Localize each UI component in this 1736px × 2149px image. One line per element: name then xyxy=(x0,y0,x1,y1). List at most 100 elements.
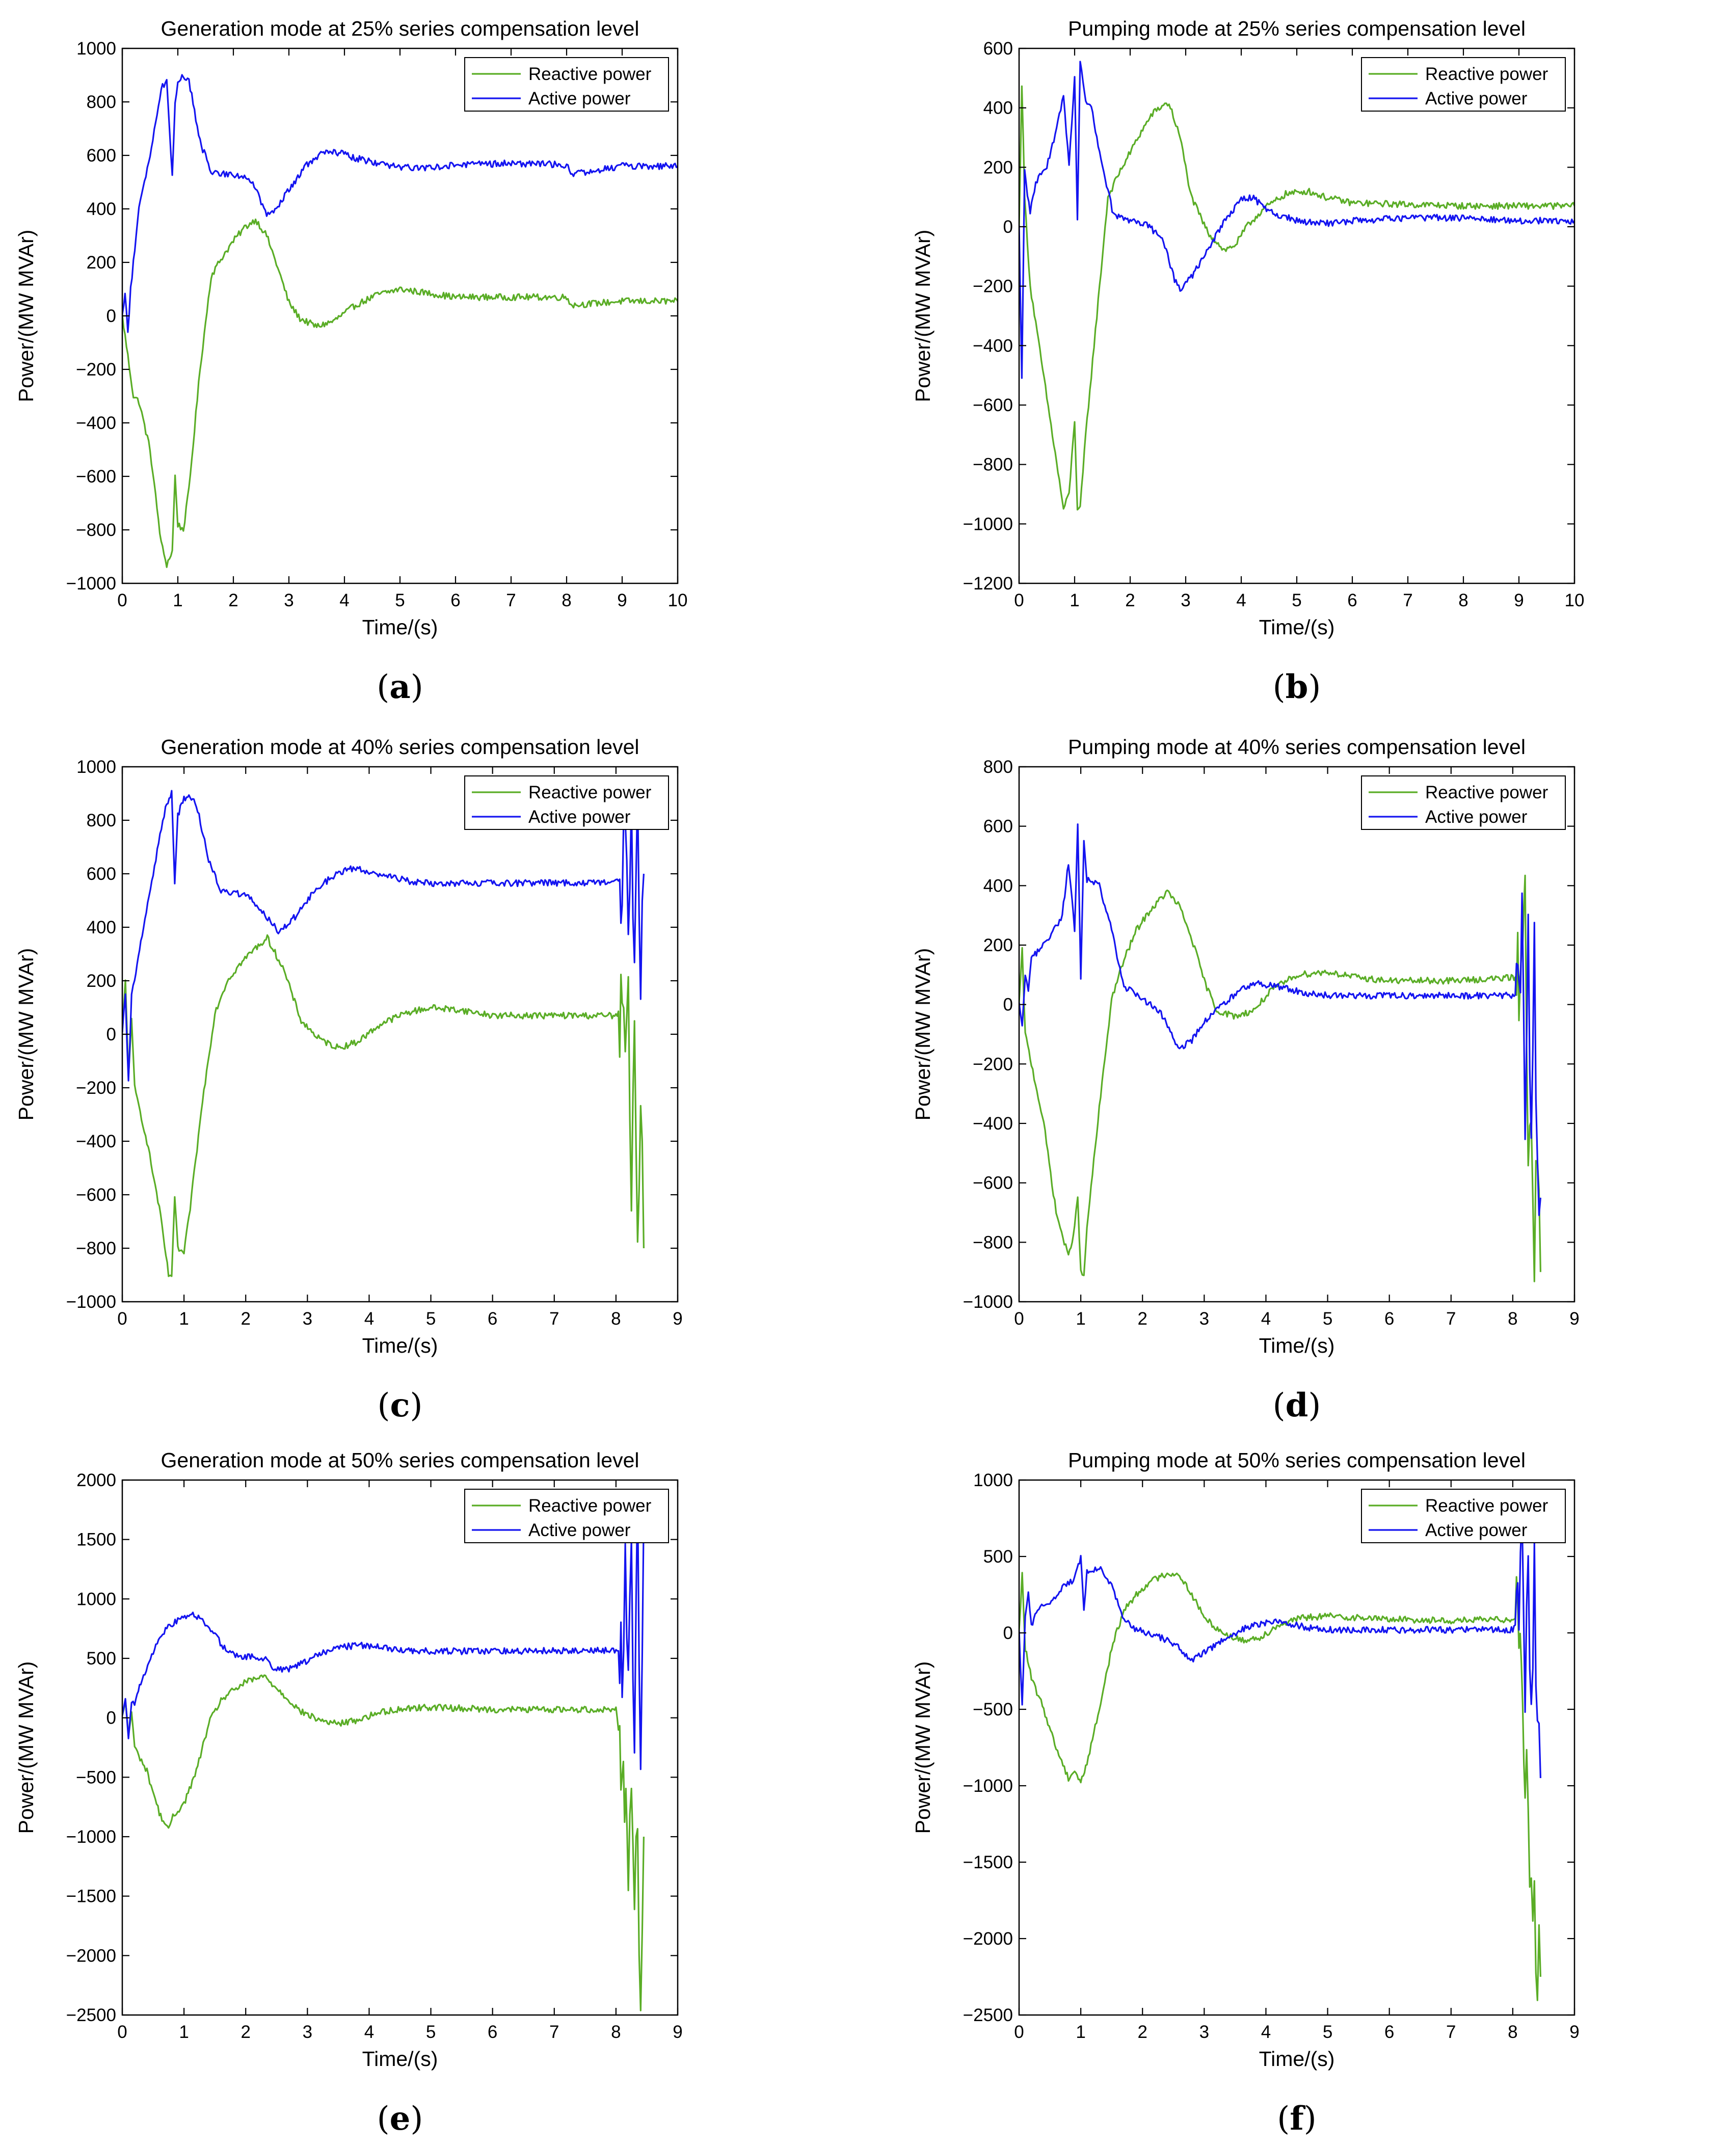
x-tick-label: 6 xyxy=(1347,590,1357,610)
chart-title: Generation mode at 25% series compensati… xyxy=(161,17,639,40)
y-tick-label: 0 xyxy=(106,1708,116,1728)
y-tick-label: −500 xyxy=(973,1700,1013,1720)
x-tick-label: 3 xyxy=(303,1309,312,1329)
series-group xyxy=(122,790,645,1277)
x-tick-label: 4 xyxy=(1261,1309,1271,1329)
y-tick-label: 0 xyxy=(106,1025,116,1044)
plot-frame xyxy=(1018,766,1575,1303)
x-tick-label: 5 xyxy=(426,1309,436,1329)
legend-label: Reactive power xyxy=(528,783,652,802)
subfigure-label: (c) xyxy=(378,1386,423,1425)
x-tick-label: 8 xyxy=(562,590,571,610)
y-tick-label: −1500 xyxy=(66,1887,116,1906)
legend-box xyxy=(1361,1489,1566,1543)
series-line-active-power xyxy=(1019,823,1541,1216)
y-tick-label: 1500 xyxy=(76,1530,116,1550)
series-line-active-power xyxy=(1019,61,1574,379)
series-line-reactive-power xyxy=(1019,874,1541,1282)
legend-label: Reactive power xyxy=(1425,783,1548,802)
x-tick-label: 9 xyxy=(673,1309,682,1329)
series-group xyxy=(122,74,678,568)
subfigure-label: (a) xyxy=(377,668,423,706)
y-tick-label: 2000 xyxy=(76,1470,116,1490)
x-tick-label: 8 xyxy=(1508,1309,1517,1329)
x-tick-label: 2 xyxy=(241,1309,250,1329)
x-tick-label: 3 xyxy=(1199,1309,1209,1329)
y-tick-label: −200 xyxy=(973,1054,1013,1074)
legend-label: Reactive power xyxy=(1425,1496,1548,1516)
y-tick-label: 1000 xyxy=(76,39,116,59)
y-tick-label: −600 xyxy=(76,467,116,487)
y-tick-label: 400 xyxy=(983,876,1013,896)
x-tick-label: 3 xyxy=(1181,590,1190,610)
y-tick-label: −1000 xyxy=(66,1827,116,1847)
x-tick-label: 7 xyxy=(1446,2022,1456,2042)
subfigure-label: (d) xyxy=(1273,1386,1321,1425)
y-tick-label: 400 xyxy=(87,918,116,937)
subfigure-label: (e) xyxy=(377,2100,423,2138)
legend-box xyxy=(1361,57,1566,112)
chart-b-svg: Pumping mode at 25% series compensation … xyxy=(911,17,1584,706)
y-tick-label: −800 xyxy=(76,520,116,540)
x-tick-label: 6 xyxy=(488,2022,497,2042)
chart-panel-c: Generation mode at 40% series compensati… xyxy=(0,718,825,1432)
x-tick-label: 4 xyxy=(1236,590,1246,610)
chart-panel-e: Generation mode at 50% series compensati… xyxy=(0,1432,825,2145)
y-tick-label: 0 xyxy=(1003,995,1013,1015)
chart-panel-f: Pumping mode at 50% series compensation … xyxy=(897,1432,1722,2145)
x-tick-label: 9 xyxy=(1514,590,1524,610)
y-tick-label: 200 xyxy=(87,253,116,273)
legend-label: Active power xyxy=(528,1520,631,1540)
series-line-active-power xyxy=(122,790,645,1082)
legend-box xyxy=(464,775,669,830)
x-tick-label: 7 xyxy=(506,590,516,610)
y-tick-label: −600 xyxy=(973,395,1013,415)
y-tick-label: −400 xyxy=(76,1132,116,1151)
y-tick-label: −600 xyxy=(973,1173,1013,1193)
x-tick-label: 1 xyxy=(1076,2022,1085,2042)
chart-e-svg: Generation mode at 50% series compensati… xyxy=(14,1448,683,2138)
series-line-active-power xyxy=(122,1490,645,1770)
y-tick-label: −200 xyxy=(76,360,116,380)
y-tick-label: −800 xyxy=(76,1239,116,1258)
y-tick-label: 800 xyxy=(87,811,116,830)
x-tick-label: 7 xyxy=(1446,1309,1456,1329)
legend-label: Reactive power xyxy=(1425,64,1548,84)
y-tick-label: 0 xyxy=(1003,1623,1013,1643)
x-axis-label: Time/(s) xyxy=(1259,2047,1335,2071)
x-tick-label: 6 xyxy=(450,590,460,610)
y-tick-label: −800 xyxy=(973,1232,1013,1252)
series-group xyxy=(1019,1513,1541,2001)
y-tick-label: 600 xyxy=(87,864,116,884)
y-tick-label: 500 xyxy=(87,1649,116,1669)
x-tick-label: 7 xyxy=(549,1309,559,1329)
x-tick-label: 9 xyxy=(617,590,627,610)
y-tick-label: −400 xyxy=(973,1114,1013,1134)
y-tick-label: −1000 xyxy=(66,1292,116,1312)
y-tick-label: 0 xyxy=(1003,217,1013,237)
chart-d-svg: Pumping mode at 40% series compensation … xyxy=(911,735,1580,1425)
y-tick-label: 800 xyxy=(983,757,1013,777)
x-tick-label: 1 xyxy=(179,1309,189,1329)
x-tick-label: 4 xyxy=(1261,2022,1271,2042)
legend-label: Active power xyxy=(528,807,631,827)
y-tick-label: 1000 xyxy=(76,757,116,777)
x-tick-label: 3 xyxy=(284,590,293,610)
chart-title: Pumping mode at 40% series compensation … xyxy=(1068,735,1526,759)
x-tick-label: 8 xyxy=(611,2022,621,2042)
series-group xyxy=(122,1490,645,2011)
x-tick-label: 2 xyxy=(1125,590,1135,610)
x-tick-label: 9 xyxy=(673,2022,682,2042)
legend-label: Reactive power xyxy=(528,1496,652,1516)
chart-panel-d: Pumping mode at 40% series compensation … xyxy=(897,718,1722,1432)
legend-box xyxy=(1361,775,1566,830)
y-tick-label: 600 xyxy=(983,817,1013,837)
y-tick-label: −1500 xyxy=(963,1852,1013,1872)
y-tick-label: −1200 xyxy=(963,574,1013,594)
x-tick-label: 2 xyxy=(241,2022,250,2042)
chart-panel-a: Generation mode at 25% series compensati… xyxy=(0,0,825,713)
plot-frame xyxy=(121,1479,679,2016)
x-tick-label: 8 xyxy=(1508,2022,1517,2042)
x-tick-label: 2 xyxy=(228,590,238,610)
y-tick-label: 600 xyxy=(87,146,116,166)
